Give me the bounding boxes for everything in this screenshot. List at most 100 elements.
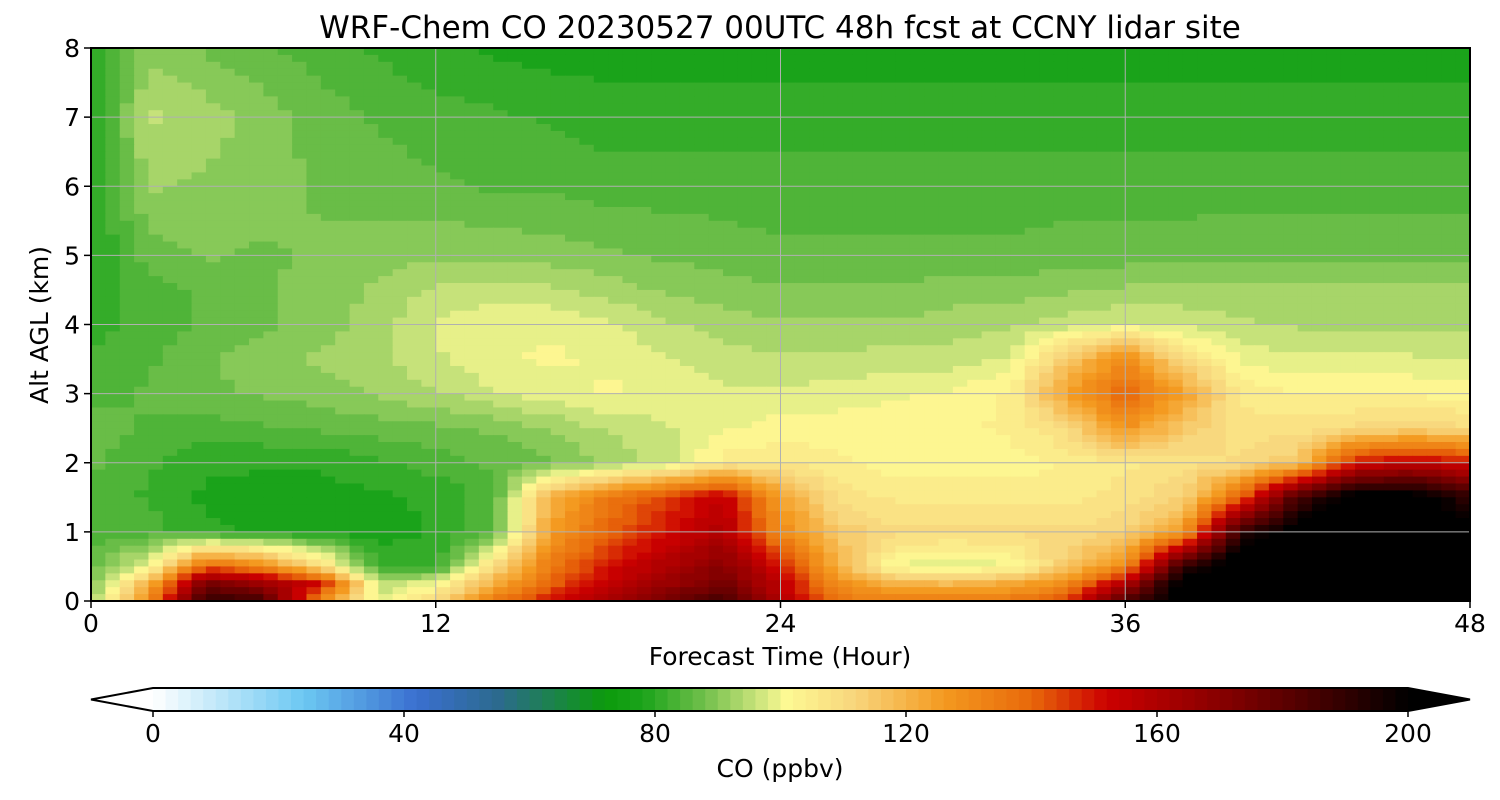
heatmap-cell bbox=[924, 248, 940, 256]
heatmap-cell bbox=[378, 276, 394, 284]
heatmap-cell bbox=[177, 234, 193, 243]
heatmap-cell bbox=[1082, 324, 1098, 333]
heatmap-cell bbox=[435, 255, 451, 263]
heatmap-cell bbox=[407, 303, 422, 312]
heatmap-cell bbox=[823, 68, 839, 77]
heatmap-cell bbox=[205, 227, 221, 236]
heatmap-cell bbox=[1039, 365, 1055, 374]
heatmap-cell bbox=[234, 186, 250, 194]
heatmap-cell bbox=[320, 89, 336, 97]
heatmap-cell bbox=[1283, 372, 1299, 381]
heatmap-cell bbox=[1311, 220, 1327, 229]
heatmap-cell bbox=[119, 96, 135, 104]
heatmap-cell bbox=[780, 206, 796, 215]
heatmap-cell bbox=[723, 75, 738, 84]
heatmap-cell bbox=[1024, 338, 1040, 346]
heatmap-cell bbox=[837, 289, 853, 298]
heatmap-cell bbox=[809, 241, 825, 250]
heatmap-cell bbox=[1039, 137, 1055, 146]
heatmap-cell bbox=[1125, 103, 1141, 111]
heatmap-cell bbox=[1125, 54, 1141, 63]
heatmap-cell bbox=[1412, 186, 1428, 194]
heatmap-cell bbox=[1441, 75, 1457, 84]
heatmap-cell bbox=[1455, 234, 1470, 243]
heatmap-cell bbox=[909, 248, 925, 256]
heatmap-cell bbox=[924, 255, 940, 263]
heatmap-cell bbox=[1139, 82, 1155, 91]
heatmap-cell bbox=[421, 262, 437, 270]
heatmap-cell bbox=[550, 227, 566, 236]
heatmap-cell bbox=[421, 352, 437, 360]
heatmap-cell bbox=[737, 48, 753, 56]
heatmap-cell bbox=[1082, 269, 1098, 277]
heatmap-cell bbox=[1412, 48, 1428, 56]
heatmap-cell bbox=[967, 324, 983, 333]
heatmap-cell bbox=[1039, 213, 1055, 222]
heatmap-cell bbox=[794, 117, 810, 125]
heatmap-cell bbox=[1010, 103, 1026, 111]
heatmap-cell bbox=[263, 89, 279, 97]
heatmap-cell bbox=[823, 241, 839, 250]
heatmap-cell bbox=[593, 352, 609, 360]
heatmap-cell bbox=[1268, 352, 1284, 360]
heatmap-cell bbox=[1426, 82, 1442, 91]
heatmap-cell bbox=[1024, 124, 1040, 132]
heatmap-cell bbox=[952, 137, 968, 146]
heatmap-cell bbox=[1067, 179, 1083, 187]
heatmap-cell bbox=[1053, 241, 1069, 250]
heatmap-cell bbox=[335, 130, 351, 139]
heatmap-cell bbox=[234, 331, 250, 339]
heatmap-cell bbox=[651, 296, 667, 305]
heatmap-cell bbox=[148, 234, 164, 243]
heatmap-cell bbox=[335, 248, 351, 256]
heatmap-cell bbox=[823, 331, 839, 339]
heatmap-cell bbox=[1340, 103, 1356, 111]
heatmap-cell bbox=[1153, 186, 1169, 194]
heatmap-cell bbox=[306, 255, 322, 263]
heatmap-cell bbox=[493, 68, 509, 77]
heatmap-cell bbox=[1340, 206, 1356, 215]
heatmap-cell bbox=[249, 241, 264, 250]
heatmap-cell bbox=[263, 289, 279, 298]
heatmap-cell bbox=[521, 130, 537, 139]
heatmap-cell bbox=[105, 352, 121, 360]
heatmap-cell bbox=[622, 179, 638, 187]
heatmap-cell bbox=[1311, 234, 1327, 243]
heatmap-cell bbox=[1455, 96, 1470, 104]
heatmap-cell bbox=[1326, 386, 1342, 395]
heatmap-cell bbox=[1369, 75, 1385, 84]
heatmap-cell bbox=[1355, 234, 1371, 243]
heatmap-cell bbox=[450, 296, 466, 305]
heatmap-cell bbox=[1010, 276, 1026, 284]
heatmap-cell bbox=[1240, 241, 1256, 250]
heatmap-cell bbox=[1268, 303, 1284, 312]
heatmap-cell bbox=[1225, 82, 1241, 91]
heatmap-cell bbox=[1340, 248, 1356, 256]
heatmap-cell bbox=[809, 213, 825, 222]
heatmap-cell bbox=[866, 303, 882, 312]
heatmap-cell bbox=[636, 262, 652, 270]
heatmap-cell bbox=[909, 206, 925, 215]
heatmap-cell bbox=[665, 200, 681, 208]
heatmap-cell bbox=[363, 75, 379, 84]
heatmap-cell bbox=[421, 296, 437, 305]
heatmap-cell bbox=[981, 206, 997, 215]
heatmap-cell bbox=[1096, 220, 1112, 229]
heatmap-cell bbox=[593, 289, 609, 298]
heatmap-cell bbox=[924, 75, 940, 84]
heatmap-cell bbox=[1082, 165, 1098, 174]
heatmap-cell bbox=[536, 82, 552, 91]
heatmap-cell bbox=[191, 151, 207, 160]
heatmap-cell bbox=[794, 338, 810, 346]
heatmap-cell bbox=[1283, 255, 1299, 263]
heatmap-cell bbox=[694, 255, 710, 263]
heatmap-cell bbox=[320, 338, 336, 346]
heatmap-cell bbox=[780, 248, 796, 256]
heatmap-cell bbox=[407, 372, 422, 381]
heatmap-cell bbox=[1268, 89, 1284, 97]
heatmap-cell bbox=[335, 61, 351, 70]
heatmap-cell bbox=[679, 393, 695, 402]
heatmap-cell bbox=[407, 276, 422, 284]
heatmap-cell bbox=[162, 269, 178, 277]
heatmap-cell bbox=[895, 220, 911, 229]
